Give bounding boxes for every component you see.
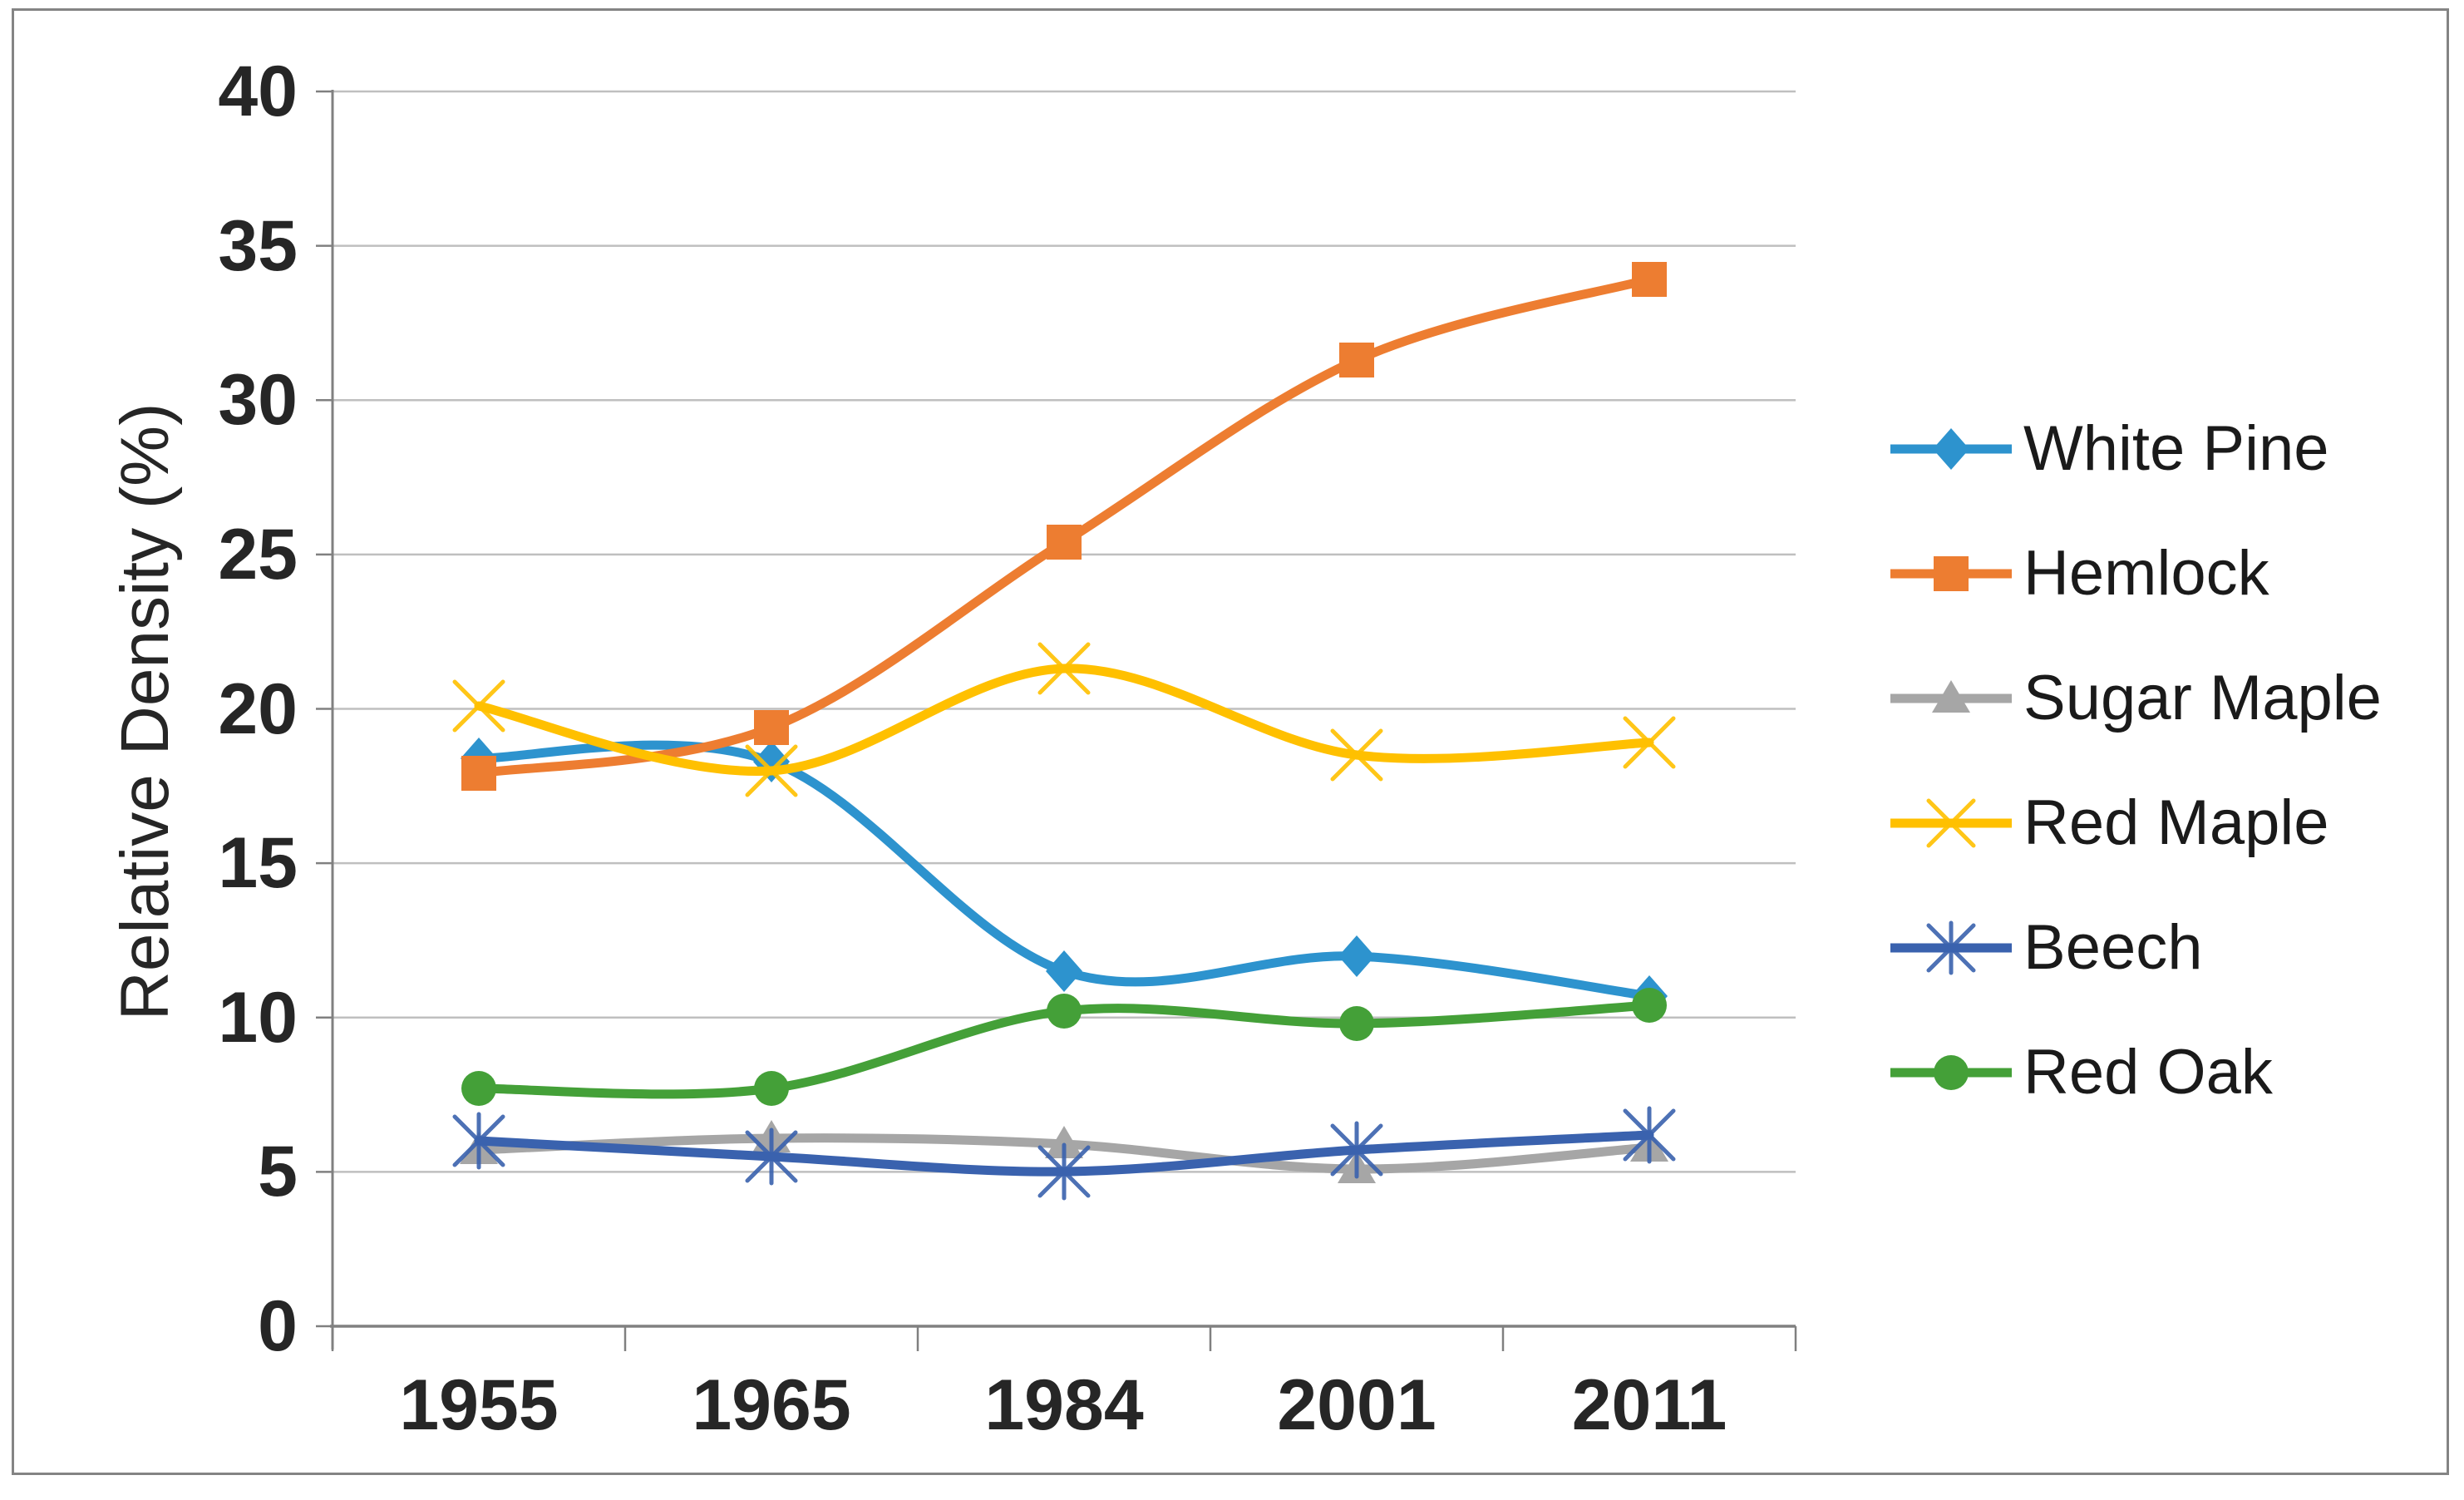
y-tick-label-35: 35 <box>218 205 298 286</box>
series-line-red-maple <box>474 664 1654 777</box>
y-tick-label-10: 10 <box>218 977 298 1058</box>
legend-swatch-red-oak <box>1890 1055 2012 1090</box>
legend-item-beech: Beech <box>1889 902 2203 994</box>
legend-swatch-red-maple <box>1890 798 2012 848</box>
marker-red-maple-1955 <box>452 679 505 733</box>
x-tick-label-1955: 1955 <box>399 1365 559 1445</box>
legend-marker-red-maple <box>1926 798 1976 848</box>
x-tick-label-1965: 1965 <box>692 1365 851 1445</box>
legend-item-red-maple: Red Maple <box>1889 777 2329 869</box>
x-tick-label-2001: 2001 <box>1277 1365 1437 1445</box>
series-white-pine <box>461 738 1668 1017</box>
y-tick-label-20: 20 <box>218 669 298 749</box>
marker-red-oak-1984 <box>1047 994 1082 1029</box>
marker-red-maple-2001 <box>1330 728 1383 782</box>
y-tick-label-30: 30 <box>218 360 298 441</box>
y-tick-label-25: 25 <box>218 514 298 595</box>
legend-marker-white-pine <box>1933 428 1969 470</box>
y-tick-label-5: 5 <box>258 1132 298 1212</box>
marker-red-oak-1965 <box>754 1071 789 1106</box>
legend-marker-red-oak <box>1934 1055 1969 1090</box>
legend-item-white-pine: White Pine <box>1889 403 2329 495</box>
legend-swatch-white-pine <box>1890 428 2012 470</box>
y-tick-label-40: 40 <box>218 52 298 131</box>
legend-swatch-hemlock <box>1890 556 2012 591</box>
marker-hemlock-1965 <box>754 710 789 745</box>
legend-label: White Pine <box>2023 413 2329 484</box>
legend-swatch-sugar-maple <box>1890 680 2012 713</box>
y-tick-label-15: 15 <box>218 823 298 904</box>
legend-label: Sugar Maple <box>2023 663 2382 733</box>
marker-beech-2011 <box>1623 1106 1676 1164</box>
legend-marker-hemlock <box>1934 556 1969 591</box>
legend-item-red-oak: Red Oak <box>1889 1027 2273 1118</box>
legend-label: Beech <box>2023 912 2203 983</box>
x-tick-label-1984: 1984 <box>984 1365 1144 1445</box>
legend-marker-sugar-maple <box>1932 680 1970 713</box>
marker-beech-2001 <box>1330 1121 1383 1179</box>
marker-red-oak-1955 <box>461 1071 496 1106</box>
series-red-oak <box>461 988 1667 1106</box>
legend-swatch-beech <box>1890 920 2012 975</box>
marker-hemlock-1984 <box>1047 525 1082 560</box>
x-tick-label-2011: 2011 <box>1571 1365 1727 1445</box>
marker-beech-1984 <box>1037 1142 1091 1201</box>
marker-red-maple-2011 <box>1623 716 1676 769</box>
legend-label: Hemlock <box>2023 538 2269 609</box>
marker-red-oak-2011 <box>1632 988 1667 1023</box>
series-beech <box>452 1106 1676 1201</box>
legend-label: Red Oak <box>2023 1037 2273 1108</box>
marker-white-pine-1984 <box>1046 950 1082 992</box>
marker-white-pine-1965 <box>753 741 790 782</box>
marker-red-oak-2001 <box>1339 1006 1374 1041</box>
legend-item-sugar-maple: Sugar Maple <box>1889 653 2382 744</box>
marker-red-maple-1965 <box>745 744 798 797</box>
series-hemlock <box>461 262 1667 791</box>
legend-item-hemlock: Hemlock <box>1889 528 2269 619</box>
marker-beech-1965 <box>745 1127 798 1186</box>
marker-hemlock-2011 <box>1632 262 1667 297</box>
marker-hemlock-1955 <box>461 756 496 791</box>
legend-marker-beech <box>1926 920 1976 975</box>
y-tick-label-0: 0 <box>258 1286 298 1366</box>
marker-white-pine-2001 <box>1338 935 1375 977</box>
chart-border-frame <box>12 8 2449 1475</box>
marker-sugar-maple-1984 <box>1045 1126 1083 1158</box>
marker-beech-1955 <box>452 1112 505 1170</box>
legend-label: Red Maple <box>2023 787 2329 858</box>
marker-hemlock-2001 <box>1339 343 1374 377</box>
marker-red-maple-1984 <box>1037 642 1091 695</box>
series-red-maple <box>452 642 1676 797</box>
